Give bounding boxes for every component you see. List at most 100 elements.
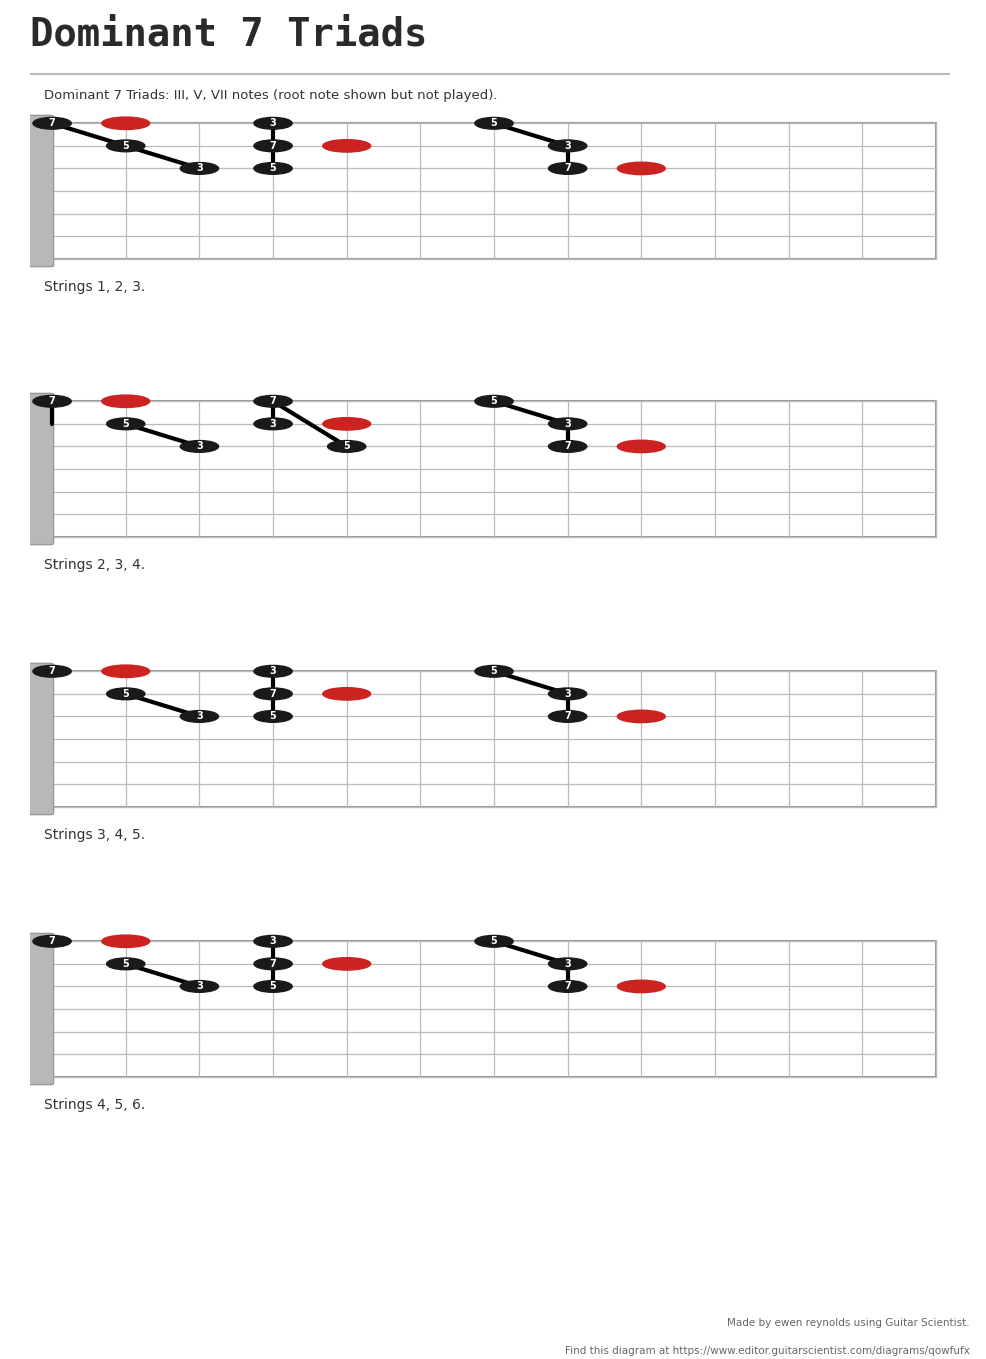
Text: 7: 7 (48, 397, 55, 406)
Text: 7: 7 (48, 936, 55, 946)
Text: 3: 3 (564, 689, 571, 699)
Ellipse shape (253, 958, 292, 970)
Text: 5: 5 (122, 141, 129, 151)
Ellipse shape (33, 935, 71, 947)
Text: 5: 5 (490, 397, 497, 406)
Ellipse shape (102, 665, 150, 678)
Ellipse shape (106, 688, 145, 700)
Ellipse shape (322, 140, 371, 152)
Ellipse shape (548, 419, 587, 429)
Ellipse shape (253, 163, 292, 174)
Text: Find this diagram at https://www.editor.guitarscientist.com/diagrams/qowfufx: Find this diagram at https://www.editor.… (565, 1345, 969, 1356)
Ellipse shape (548, 440, 587, 453)
Bar (52, 671, 935, 807)
Ellipse shape (474, 117, 513, 129)
FancyBboxPatch shape (27, 393, 53, 545)
Text: 7: 7 (48, 118, 55, 128)
Text: Strings 2, 3, 4.: Strings 2, 3, 4. (44, 559, 145, 572)
Text: 3: 3 (196, 163, 202, 174)
Text: 3: 3 (269, 118, 276, 128)
Text: 3: 3 (269, 666, 276, 677)
Text: 7: 7 (564, 711, 571, 722)
Ellipse shape (548, 958, 587, 970)
Ellipse shape (548, 163, 587, 174)
Text: 5: 5 (122, 689, 129, 699)
Text: 3: 3 (269, 419, 276, 429)
Ellipse shape (33, 395, 71, 408)
Text: 5: 5 (269, 981, 276, 992)
Text: 3: 3 (564, 141, 571, 151)
Ellipse shape (616, 440, 665, 453)
Ellipse shape (106, 419, 145, 429)
Text: 7: 7 (564, 163, 571, 174)
Ellipse shape (548, 688, 587, 700)
Text: 7: 7 (269, 397, 276, 406)
Text: 3: 3 (196, 442, 202, 451)
Ellipse shape (253, 981, 292, 992)
Ellipse shape (106, 958, 145, 970)
Text: Strings 1, 2, 3.: Strings 1, 2, 3. (44, 280, 145, 294)
Ellipse shape (253, 711, 292, 722)
Ellipse shape (616, 980, 665, 992)
Ellipse shape (102, 117, 150, 129)
Ellipse shape (474, 935, 513, 947)
Text: 3: 3 (269, 936, 276, 946)
Text: 7: 7 (564, 981, 571, 992)
Text: 5: 5 (122, 419, 129, 429)
Text: 3: 3 (564, 419, 571, 429)
Ellipse shape (474, 395, 513, 408)
Bar (52, 942, 935, 1076)
Ellipse shape (548, 711, 587, 722)
Text: 3: 3 (196, 981, 202, 992)
Bar (52, 401, 935, 537)
Ellipse shape (322, 417, 371, 429)
Text: Dominant 7 Triads: III, V, VII notes (root note shown but not played).: Dominant 7 Triads: III, V, VII notes (ro… (44, 88, 497, 102)
Ellipse shape (253, 395, 292, 408)
FancyBboxPatch shape (27, 663, 53, 814)
Ellipse shape (180, 981, 218, 992)
Ellipse shape (33, 117, 71, 129)
Ellipse shape (616, 162, 665, 175)
Ellipse shape (253, 117, 292, 129)
Text: 7: 7 (269, 689, 276, 699)
Text: 5: 5 (269, 163, 276, 174)
Text: 5: 5 (269, 711, 276, 722)
Bar (52, 124, 935, 258)
Text: 5: 5 (122, 959, 129, 969)
Text: 3: 3 (196, 711, 202, 722)
Ellipse shape (253, 140, 292, 152)
Text: Strings 4, 5, 6.: Strings 4, 5, 6. (44, 1098, 145, 1112)
Text: 3: 3 (564, 959, 571, 969)
Ellipse shape (616, 711, 665, 723)
Ellipse shape (322, 958, 371, 970)
Ellipse shape (33, 666, 71, 677)
Text: Made by ewen reynolds using Guitar Scientist.: Made by ewen reynolds using Guitar Scien… (727, 1318, 969, 1328)
Text: 5: 5 (490, 118, 497, 128)
Ellipse shape (548, 140, 587, 152)
FancyBboxPatch shape (27, 116, 53, 266)
Text: 5: 5 (490, 666, 497, 677)
Ellipse shape (474, 666, 513, 677)
Ellipse shape (253, 666, 292, 677)
Ellipse shape (253, 935, 292, 947)
Ellipse shape (327, 440, 366, 453)
Text: 5: 5 (490, 936, 497, 946)
Ellipse shape (102, 935, 150, 947)
Text: Dominant 7 Triads: Dominant 7 Triads (30, 15, 427, 53)
Text: Strings 3, 4, 5.: Strings 3, 4, 5. (44, 828, 145, 843)
Text: 7: 7 (269, 141, 276, 151)
Ellipse shape (102, 395, 150, 408)
Ellipse shape (180, 440, 218, 453)
Ellipse shape (180, 711, 218, 722)
Ellipse shape (548, 981, 587, 992)
Text: 7: 7 (564, 442, 571, 451)
Ellipse shape (322, 688, 371, 700)
Ellipse shape (253, 419, 292, 429)
Ellipse shape (253, 688, 292, 700)
Ellipse shape (180, 163, 218, 174)
FancyBboxPatch shape (27, 934, 53, 1084)
Text: 5: 5 (343, 442, 350, 451)
Text: 7: 7 (269, 959, 276, 969)
Text: 7: 7 (48, 666, 55, 677)
Ellipse shape (106, 140, 145, 152)
